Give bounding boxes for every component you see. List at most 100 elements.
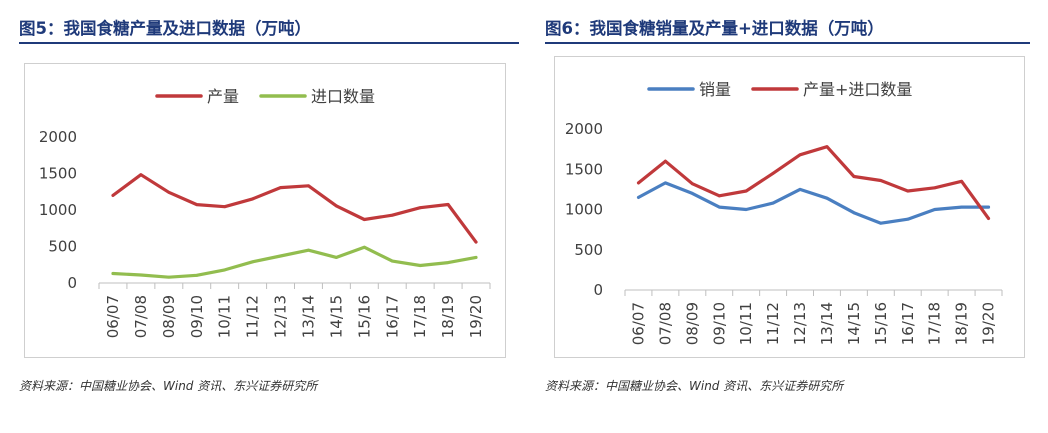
series-2-point [852,175,856,178]
series-1-point [798,187,802,191]
y-tick-label: 1500 [565,160,603,178]
x-tick-label: 12/13 [791,302,809,345]
series-line-2 [111,245,478,279]
x-tick-label: 09/10 [710,302,728,345]
legend-label-1: 销量 [699,80,731,99]
series-2-point [139,273,143,277]
series-2-point [798,153,802,157]
series-2-point [279,254,282,258]
series-1-point [446,203,450,206]
series-1-point [195,203,199,206]
x-tick-label: 17/18 [926,302,944,345]
x-tick-label: 19/20 [467,295,485,338]
series-1-point [879,221,883,225]
series-1-point [362,218,366,221]
series-line-1 [111,173,478,244]
series-1-point [825,196,829,200]
series-2-point [334,256,338,259]
chart-1-title: 图5：我国食糖产量及进口数据（万吨） [19,19,311,38]
y-tick-label: 0 [593,281,603,299]
series-1-point [771,201,775,205]
x-tick-label: 09/10 [188,295,206,338]
series-1-point [690,192,694,195]
series-2-point [717,194,721,198]
chart-1-frame: 0 500 1000 1500 2000 06/07 07/08 08/09 09/10 10/1… [24,63,506,358]
series-1-point [987,205,990,209]
x-tick-label: 13/14 [818,302,836,345]
series-2-point [879,179,883,182]
series-2-point [960,179,964,183]
series-1-point [111,194,115,197]
chart-1-plot: 0 500 1000 1500 2000 06/07 07/08 08/09 09/10 10/1… [39,87,491,338]
series-2-point [223,268,227,272]
series-1-point [139,173,143,177]
chart-1-title-rule [19,42,519,44]
series-2-point [195,273,199,277]
series-1-point [906,217,910,221]
series-2-point [987,216,990,220]
series-2-point [771,171,775,175]
series-1-point [960,205,964,209]
x-tick-label: 14/15 [327,295,345,338]
x-tick-label: 14/15 [845,302,863,345]
series-1-point [852,211,856,215]
series-1-point [663,181,667,185]
series-1-point [717,205,721,209]
x-tick-label: 18/19 [953,302,971,345]
series-1-point [223,205,227,209]
y-tick-label: 1000 [39,201,77,219]
series-1-point [744,208,748,211]
chart-2-frame: 0 500 1000 1500 2000 06/07 07/08 08/09 09/10 10/1… [554,56,1025,358]
chart-1-source: 资料来源：中国糖业协会、Wind 资讯、东兴证券研究所 [19,379,318,393]
series-2-point [825,145,829,149]
series-1-point [334,204,338,208]
x-tick-label: 11/12 [244,295,262,338]
series-line-1 [636,181,991,225]
series-2-point [744,189,748,193]
series-2-point [418,264,422,267]
series-1-point [251,197,255,201]
series-2-point [111,272,115,275]
legend-label-2: 产量+进口数量 [803,80,912,99]
x-tick-label: 06/07 [629,302,647,345]
x-tick-label: 16/17 [899,302,917,345]
x-tick-label: 16/17 [383,295,401,338]
x-tick-label: 17/18 [411,295,429,338]
x-tick-label: 06/07 [104,295,122,338]
x-tick-label: 15/16 [355,295,373,338]
series-2-point [474,256,478,259]
series-1-point [474,240,478,244]
y-tick-label: 500 [574,241,603,259]
series-1-point [279,186,282,189]
y-tick-label: 2000 [39,128,77,146]
x-tick-label: 10/11 [216,295,234,338]
series-2-point [690,182,694,186]
y-tick-label: 2000 [565,120,603,138]
y-tick-label: 500 [48,238,77,256]
series-line-2 [636,145,991,220]
series-1-point [390,213,394,217]
x-tick-label: 13/14 [299,295,317,338]
series-2-point [637,181,640,185]
series-1-point [933,208,937,211]
series-1-point [167,190,171,194]
x-tick-label: 10/11 [737,302,755,345]
x-tick-label: 18/19 [439,295,457,338]
x-tick-label: 11/12 [764,302,782,345]
y-tick-label: 1500 [39,165,77,183]
x-tick-label: 07/08 [132,295,150,338]
y-tick-label: 1000 [565,201,603,219]
series-1-point [637,196,640,199]
legend-label-1: 产量 [207,87,239,106]
y-tick-label: 0 [67,274,77,292]
series-1-point [418,206,422,210]
series-2-point [933,186,937,190]
chart-2-title-rule [545,42,1030,44]
series-2-point [390,259,394,263]
series-2-point [906,189,910,193]
series-2-point [251,260,255,264]
series-2-point [307,248,310,252]
x-tick-label: 19/20 [980,302,998,345]
chart-2-title: 图6：我国食糖销量及产量+进口数据（万吨） [545,19,884,38]
legend-label-2: 进口数量 [311,87,375,106]
